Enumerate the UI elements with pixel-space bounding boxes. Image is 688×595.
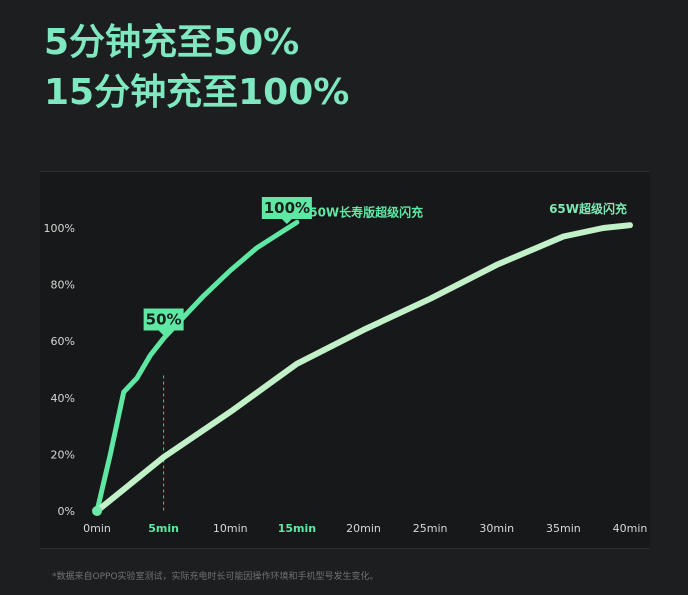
- y-tick-label: 100%: [44, 222, 75, 235]
- chart-panel: 0% 20% 40% 60% 80% 100% 0min 5min 10min 15min 20mi…: [40, 171, 650, 549]
- x-tick-label: 15min: [278, 522, 316, 535]
- y-tick-label: 40%: [51, 392, 75, 405]
- x-tick-label: 10min: [213, 522, 248, 535]
- series-line: [94, 222, 633, 514]
- callout-bubble: [143, 308, 184, 336]
- headline-line-1: 5分钟充至50%: [44, 22, 300, 63]
- x-tick-label: 5min: [148, 522, 179, 535]
- x-tick-label: 35min: [546, 522, 581, 535]
- x-tick-label: 20min: [346, 522, 381, 535]
- headline-line-2: 15分钟充至100%: [44, 72, 350, 113]
- callout-label: 100%: [264, 199, 310, 217]
- x-tick-label: 25min: [413, 522, 448, 535]
- callout-bubble: [261, 197, 312, 224]
- headline: 5分钟充至50% 15分钟充至100%: [44, 18, 349, 118]
- y-tick-label: 0%: [58, 505, 75, 518]
- x-tick-label: 0min: [83, 522, 111, 535]
- y-tick-label: 60%: [51, 335, 75, 348]
- y-tick-label: 20%: [51, 448, 75, 461]
- y-tick-label: 80%: [51, 279, 75, 292]
- charging-chart: 0% 20% 40% 60% 80% 100% 0min 5min 10min 15min 20mi…: [44, 197, 648, 535]
- x-tick-label: 40min: [613, 522, 648, 535]
- callout-label: 50%: [146, 311, 182, 329]
- footnote: *数据来自OPPO实验室测试，实际充电时长可能因操作环境和手机型号发生变化。: [52, 572, 379, 582]
- x-tick-label: 30min: [479, 522, 514, 535]
- series-label: 150W长寿版超级闪充: [301, 204, 423, 219]
- series-line: [94, 219, 300, 514]
- series-label: 65W超级闪充: [549, 201, 627, 216]
- start-point: [92, 506, 102, 516]
